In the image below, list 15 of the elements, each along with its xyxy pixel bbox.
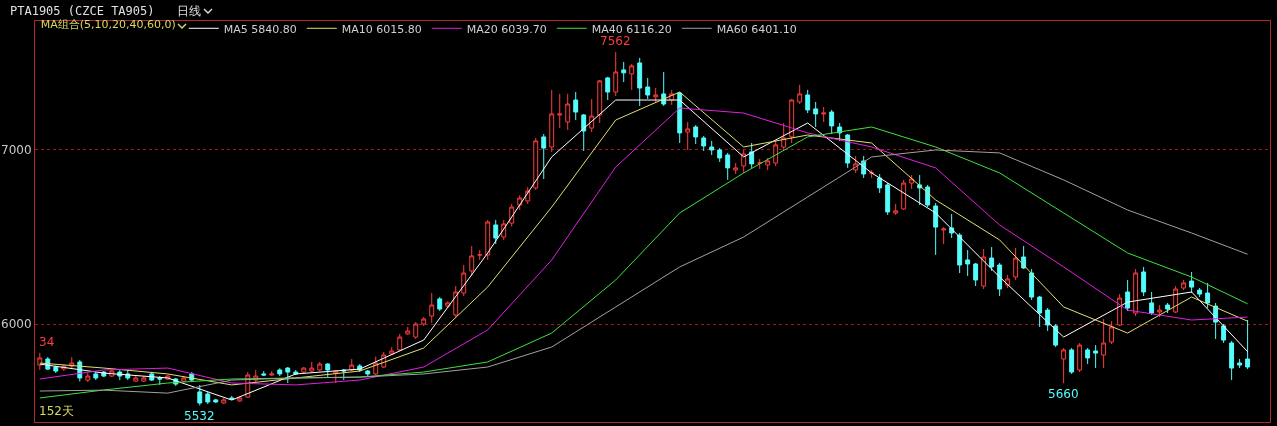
annotation: 152天 (39, 404, 74, 418)
annotation: 34 (39, 335, 55, 349)
chart-subtitle: 日线 (176, 2, 201, 20)
legend-label: MA10 6015.80 (341, 22, 422, 36)
y-tick-label: 7000 (1, 143, 32, 158)
legend-label: MA60 6401.10 (716, 22, 797, 36)
legend-title: MA组合(5,10,20,40,60,0) (40, 18, 176, 32)
annotation: 5660 (1048, 387, 1079, 401)
annotation: 7562 (600, 34, 631, 48)
legend-label: MA5 5840.80 (223, 22, 297, 36)
legend-label: MA40 6116.20 (591, 22, 672, 36)
y-tick-label: 6000 (1, 317, 32, 332)
annotation: 5532 (184, 409, 215, 423)
legend-label: MA20 6039.70 (466, 22, 547, 36)
chart-title: PTA1905 (CZCE TA905) (10, 4, 155, 18)
